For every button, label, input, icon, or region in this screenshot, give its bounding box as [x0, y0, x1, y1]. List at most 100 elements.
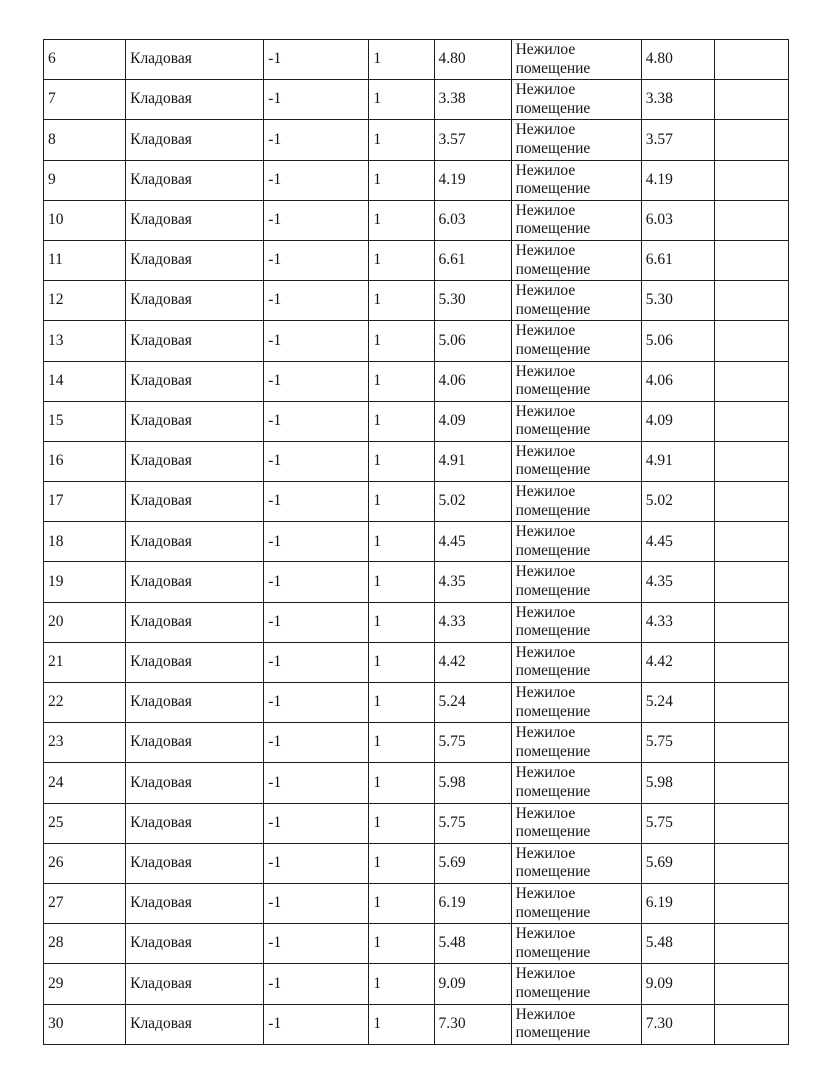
table-cell: 8 — [42, 119, 127, 161]
table-row: 29 Кладовая -1 1 9.09 Нежилое помещение 9.09 — [42, 963, 790, 1005]
table-cell: -1 — [263, 762, 370, 804]
table-row: 30 Кладовая -1 1 7.30 Нежилое помещение 7.30 — [42, 1003, 790, 1045]
table-cell: Нежилое помещение — [510, 762, 642, 804]
table-cell: Кладовая — [125, 963, 265, 1005]
table-cell: Нежилое помещение — [510, 882, 642, 925]
table-cell: -1 — [263, 320, 370, 362]
table-row: 24 Кладовая -1 1 5.98 Нежилое помещение 5.98 — [42, 762, 790, 804]
table-cell: 4.80 — [433, 38, 512, 81]
table-cell: Кладовая — [125, 641, 265, 684]
table-cell: Кладовая — [125, 79, 265, 121]
table-cell: Нежилое помещение — [510, 38, 642, 81]
table-cell — [713, 119, 790, 161]
table-cell: 28 — [42, 923, 127, 965]
table-cell: 5.75 — [433, 802, 512, 844]
table-cell: 9 — [42, 159, 127, 201]
table-row: 26 Кладовая -1 1 5.69 Нежилое помещение 5.69 — [42, 842, 790, 884]
table-cell: 4.33 — [640, 601, 715, 643]
table-row: 11 Кладовая -1 1 6.61 Нежилое помещение 6.61 — [42, 239, 790, 282]
table-cell: Кладовая — [125, 882, 265, 925]
table-cell: Нежилое помещение — [510, 923, 642, 965]
table-cell — [713, 923, 790, 965]
table-cell: 18 — [42, 521, 127, 563]
table-cell: 6.03 — [640, 199, 715, 241]
table-cell: 4.06 — [640, 360, 715, 402]
table-cell: 1 — [368, 923, 435, 965]
table-cell — [713, 641, 790, 684]
table-cell: -1 — [263, 481, 370, 523]
table-cell: Нежилое помещение — [510, 1003, 642, 1045]
table-cell — [713, 762, 790, 804]
table-cell: Кладовая — [125, 199, 265, 241]
table-cell — [713, 681, 790, 724]
table-cell: 5.75 — [433, 722, 512, 764]
table-cell: -1 — [263, 280, 370, 322]
table-cell: 4.19 — [640, 159, 715, 201]
table-cell — [713, 842, 790, 884]
table-cell — [713, 963, 790, 1005]
table-cell: 1 — [368, 119, 435, 161]
table-cell: Кладовая — [125, 159, 265, 201]
table-cell: 5.75 — [640, 722, 715, 764]
table-cell: 29 — [42, 963, 127, 1005]
table-cell: Нежилое помещение — [510, 802, 642, 844]
table-cell — [713, 199, 790, 241]
table-cell: 5.98 — [433, 762, 512, 804]
table-cell: 1 — [368, 963, 435, 1005]
table-cell: Нежилое помещение — [510, 119, 642, 161]
table-cell: -1 — [263, 722, 370, 764]
table-row: 21 Кладовая -1 1 4.42 Нежилое помещение 4.42 — [42, 641, 790, 684]
table-cell: Нежилое помещение — [510, 360, 642, 402]
table-cell: -1 — [263, 239, 370, 282]
table-row: 22 Кладовая -1 1 5.24 Нежилое помещение 5.24 — [42, 681, 790, 724]
table-cell: 4.45 — [433, 521, 512, 563]
table-cell: 4.06 — [433, 360, 512, 402]
table-cell — [713, 561, 790, 603]
table-cell: -1 — [263, 882, 370, 925]
table-cell — [713, 280, 790, 322]
table-cell: Кладовая — [125, 280, 265, 322]
table-cell: 19 — [42, 561, 127, 603]
table-cell: Кладовая — [125, 119, 265, 161]
table-cell: Нежилое помещение — [510, 440, 642, 483]
table-cell: 1 — [368, 79, 435, 121]
table-cell: Нежилое помещение — [510, 400, 642, 442]
table-cell — [713, 400, 790, 442]
table-cell: 1 — [368, 762, 435, 804]
table-row: 13 Кладовая -1 1 5.06 Нежилое помещение 5.06 — [42, 320, 790, 362]
table-cell: 1 — [368, 641, 435, 684]
table-cell: 5.02 — [640, 481, 715, 523]
table-cell: Нежилое помещение — [510, 159, 642, 201]
table-cell: 1 — [368, 842, 435, 884]
table-cell: 20 — [42, 601, 127, 643]
table-cell: -1 — [263, 601, 370, 643]
table-cell: 27 — [42, 882, 127, 925]
table-cell: 1 — [368, 320, 435, 362]
table-cell: 5.98 — [640, 762, 715, 804]
table-cell: Нежилое помещение — [510, 641, 642, 684]
table-cell: Нежилое помещение — [510, 601, 642, 643]
table-cell: 5.48 — [433, 923, 512, 965]
table-cell: 5.30 — [433, 280, 512, 322]
table-cell: 1 — [368, 521, 435, 563]
table-cell: Кладовая — [125, 601, 265, 643]
table-cell: 1 — [368, 1003, 435, 1045]
table-cell: Кладовая — [125, 842, 265, 884]
table-cell: 1 — [368, 722, 435, 764]
table-cell: -1 — [263, 360, 370, 402]
table-row: 14 Кладовая -1 1 4.06 Нежилое помещение 4.06 — [42, 360, 790, 402]
table-cell — [713, 440, 790, 483]
table-cell: -1 — [263, 199, 370, 241]
table-cell: 1 — [368, 882, 435, 925]
table-cell: 5.02 — [433, 481, 512, 523]
table-cell — [713, 360, 790, 402]
table-body: 6 Кладовая -1 1 4.80 Нежилое помещение 4.80 7 Кл… — [42, 38, 790, 1045]
table-cell: 6.61 — [433, 239, 512, 282]
table-cell: Кладовая — [125, 481, 265, 523]
table-cell: 25 — [42, 802, 127, 844]
table-cell: 1 — [368, 159, 435, 201]
table-cell: 5.30 — [640, 280, 715, 322]
table-cell: Нежилое помещение — [510, 681, 642, 724]
table-cell: 1 — [368, 561, 435, 603]
table-cell: -1 — [263, 400, 370, 442]
